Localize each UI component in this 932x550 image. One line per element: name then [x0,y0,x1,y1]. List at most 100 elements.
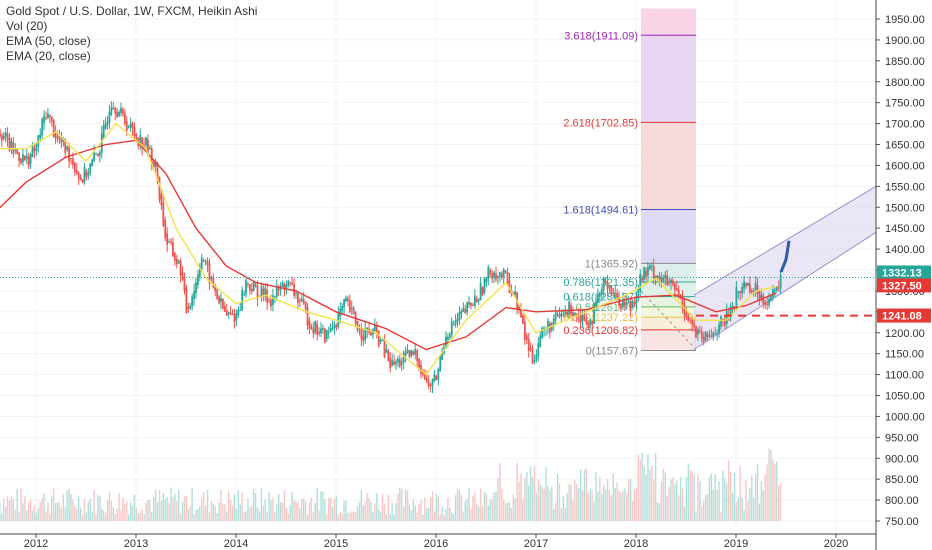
candle-body [129,123,132,128]
volume-bar [449,507,451,521]
fibonacci-extension[interactable]: 0(1157.67)0.236(1206.82)0.382(1237.22)0.… [563,8,697,358]
volume-bar [352,511,355,521]
candle-body [575,313,578,315]
volume-bar [68,489,70,521]
candle-body [558,314,561,317]
candle-body [427,380,430,387]
volume-bar [83,498,86,521]
fib-level-label: 3.618(1911.09) [564,30,638,42]
candle-body [318,331,320,334]
price-tag-bg [877,278,931,293]
x-tick-label: 2015 [324,538,348,550]
price-tag-label: 1327.50 [882,280,922,292]
candle-body [431,379,434,386]
candle-body [10,140,13,148]
candle-body [762,295,765,305]
price-tag: 1327.50 [877,278,931,293]
candle-body [581,315,584,322]
candle-body [491,273,494,279]
volume-bar [89,498,91,521]
volume-bar [264,499,266,521]
volume-bar [779,482,782,521]
candle-body [85,170,88,178]
volume-bar [256,507,259,521]
candle-body [456,318,459,322]
candle-body [652,266,655,279]
volume-bar [276,504,278,521]
candle-body [477,299,480,302]
ema-lines [0,122,876,376]
volume-bar [668,487,670,521]
candle-body [666,275,669,285]
volume-bar [581,490,584,521]
candle-body [12,142,15,154]
volume-bar [329,497,332,521]
volume-bar [766,464,768,521]
candle-body [281,282,284,288]
candle-body [408,350,411,357]
volume-bar [697,474,699,521]
volume-bar [237,490,240,521]
volume-bar [601,493,603,521]
y-tick-label: 900.00 [885,453,919,465]
volume-bar [368,497,370,521]
volume-bar [235,508,238,521]
candle-body [395,361,397,365]
candle-body [300,298,303,302]
volume-bar [681,488,684,521]
volume-bar [247,498,249,521]
volume-bar [93,489,95,521]
candle-body [712,332,715,337]
candle-body [548,322,551,333]
candle-body [518,305,520,311]
legend-volume[interactable]: Vol (20) [6,19,48,33]
volume-bar [251,506,253,521]
volume-bar [610,495,613,521]
candle-body [302,299,305,304]
volume-bar [499,463,501,521]
chart-legend: Gold Spot / U.S. Dollar, 1W, FXCM, Heiki… [6,4,257,64]
candle-body [135,133,138,140]
volume-bar [470,508,472,521]
price-channel[interactable] [693,185,877,350]
volume-bar [754,473,757,521]
candle-body [479,282,482,301]
legend-title[interactable]: Gold Spot / U.S. Dollar, 1W, FXCM, Heiki… [6,4,258,18]
candle-body [700,331,703,339]
volume-bar [43,493,45,521]
candle-body [195,282,197,293]
candle-body [41,119,44,136]
volume-bar [133,494,136,521]
candle-body [537,343,540,357]
volume-bar [433,511,436,521]
volume-bar [18,511,20,521]
volume-bar [226,511,228,521]
volume-bar [741,497,743,521]
candle-body [322,328,324,330]
legend-ema50[interactable]: EMA (50, close) [6,34,91,48]
candle-body [725,310,728,324]
volume-bar [656,502,659,521]
volume-bar [262,505,265,521]
volume-bar [97,495,99,521]
volume-bar [695,512,697,521]
volume-bar [85,512,88,521]
volume-bar [91,511,93,521]
price-tag: 1332.13 [877,265,931,280]
volume-bar [710,473,713,521]
volume-bar [4,507,7,521]
volume-bar [589,488,591,521]
candle-body [168,241,170,243]
legend-ema20[interactable]: EMA (20, close) [6,49,91,63]
fib-band [641,296,696,307]
channel-upper-line [693,185,877,296]
volume-bar [376,493,378,521]
volume-bar [181,501,184,521]
volume-bar [254,492,257,521]
candle-body [181,271,184,280]
volume-bar [347,512,349,521]
volume-bar [760,481,763,521]
candle-body [493,272,495,278]
candle-body [231,313,234,315]
